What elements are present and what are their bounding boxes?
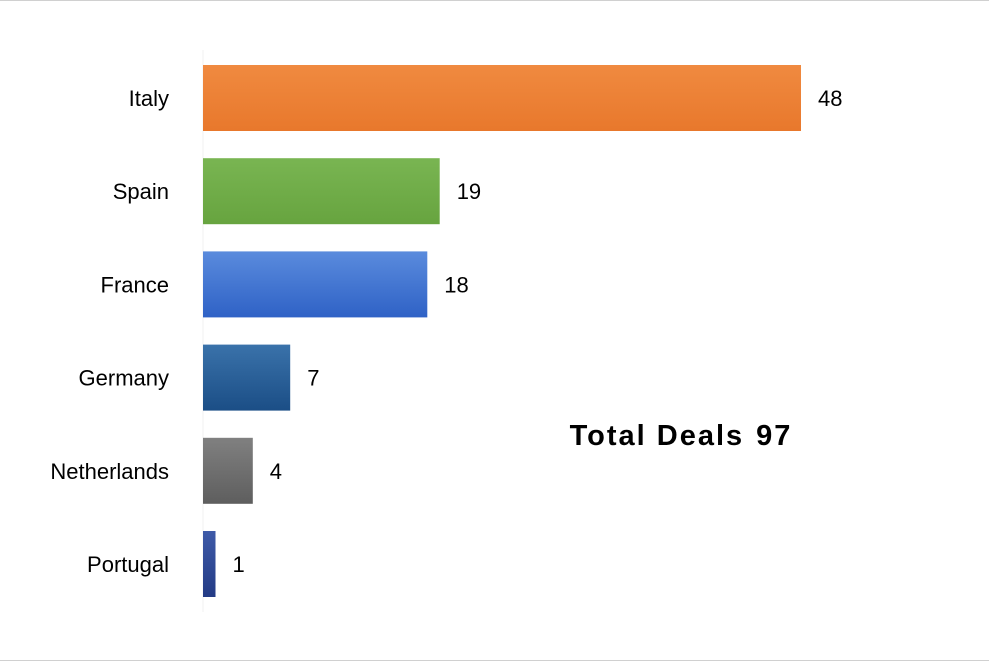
value-label-france: 18 [444, 272, 468, 297]
total-deals-value: 97 [756, 420, 792, 452]
bar-netherlands [203, 437, 253, 504]
value-labels: 48 19 18 7 4 1 [233, 86, 843, 577]
category-label-portugal: Portugal [87, 552, 169, 577]
bar-portugal [203, 531, 216, 597]
bars-group [203, 65, 801, 597]
category-labels: Italy Spain France Germany Netherlands Portug… [50, 86, 169, 577]
bar-spain [203, 158, 440, 225]
bar-germany [203, 344, 291, 411]
category-label-france: France [101, 272, 169, 297]
total-deals-label: Total Deals [570, 420, 745, 452]
value-label-netherlands: 4 [270, 459, 282, 484]
category-label-netherlands: Netherlands [50, 459, 169, 484]
bar-italy [203, 65, 801, 131]
total-deals-annotation: Total Deals 97 [570, 420, 793, 452]
value-label-germany: 7 [307, 366, 319, 391]
category-label-germany: Germany [79, 366, 169, 391]
value-label-spain: 19 [457, 179, 481, 204]
bar-france [203, 251, 428, 318]
value-label-italy: 48 [818, 86, 842, 111]
category-label-spain: Spain [113, 179, 169, 204]
value-label-portugal: 1 [233, 552, 245, 577]
category-label-italy: Italy [129, 86, 169, 111]
